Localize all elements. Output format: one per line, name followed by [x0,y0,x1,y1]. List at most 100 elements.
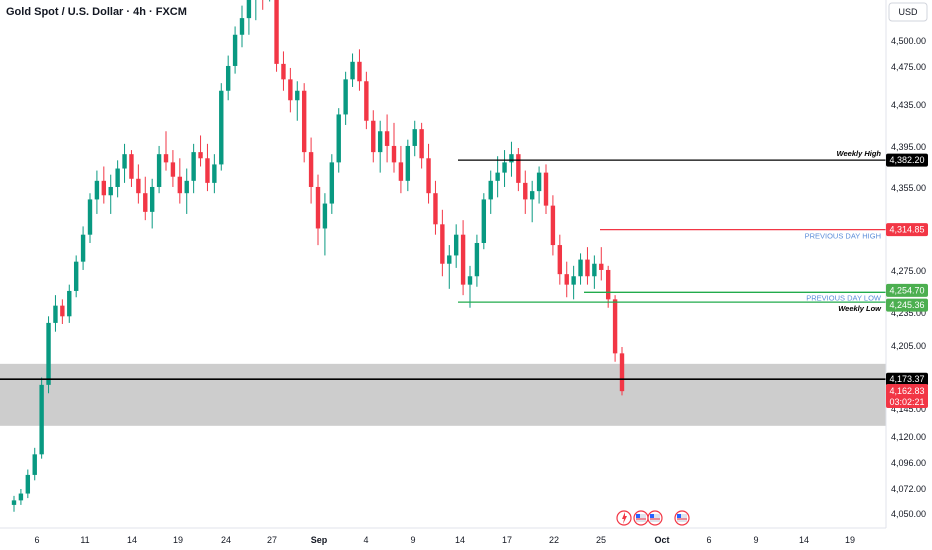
time-tick-label: 14 [127,535,137,545]
levels: Weekly High PREVIOUS DAY HIGH PREVIOUS DAY… [0,149,886,381]
candle-body [460,234,466,285]
price-tick-label: 4,355.00 [891,183,926,193]
candle-body [543,172,549,206]
candle-body [377,131,383,153]
candle-body [336,114,341,163]
candle-body [578,259,583,277]
candle-body [73,261,79,291]
weekly-high-badge [886,153,928,167]
time-tick-label: 6 [706,535,711,545]
price-tick-label: 4,205.00 [891,341,926,351]
candle-body [564,274,569,285]
candle-body [18,493,24,501]
candle-body [67,290,72,317]
candle-body [343,79,348,115]
candle-body [391,145,397,163]
price-tick-label: 4,050.00 [891,509,926,519]
time-tick-label: Oct [654,535,669,545]
candle-body [371,120,376,153]
candle-body [149,186,155,212]
candle-body [357,61,362,82]
candle-body [170,162,176,177]
candle-body [585,259,590,277]
candle-body [405,145,411,181]
candle-body [184,180,189,194]
candle-body [122,154,127,169]
candle-body [322,203,328,229]
candle-body [315,186,321,229]
candle-body [329,162,335,204]
time-tick-label: 19 [173,535,183,545]
candle-body [108,186,113,196]
candle-body [246,0,252,19]
candle-body [619,353,625,392]
candle-body [225,65,231,91]
candle-body [398,162,404,181]
candle-body [115,168,120,187]
time-tick-label: 24 [221,535,231,545]
price-axis[interactable]: 4,500.00 4,475.00 4,435.00 4,395.00 4,355.00… [891,36,926,519]
candle-body [495,172,500,181]
currency-box[interactable] [888,2,928,22]
previous-day-high-badge [886,223,928,237]
candle-body [274,0,279,64]
event-icons[interactable] [616,510,690,526]
candle-body [523,182,528,200]
flag-canton [636,514,640,518]
candle-body [163,154,169,163]
candle-body [295,90,300,101]
price-badges: 4,382.20 4,314.85 4,254.70 4,245.36 4,173.37… [886,153,928,408]
flag-bg [650,514,660,522]
price-tick-label: 4,145.00 [891,404,926,414]
candle-body [212,164,217,183]
candle-body [364,81,369,121]
time-tick-label: 6 [34,535,39,545]
previous-day-high-badge-label: 4,314.85 [889,225,924,235]
time-tick-label: 14 [799,535,809,545]
candle-body [39,384,44,455]
candle-body [198,152,203,159]
last-price-label: 4,162.83 [889,386,924,396]
candle-body [232,34,238,66]
candle-body [433,193,438,225]
candle-body [599,263,604,270]
price-tick-label: 4,120.00 [891,432,926,442]
price-tick-label: 4,435.00 [891,100,926,110]
candle-body [529,191,535,200]
candle-body [11,500,17,505]
candle-body [509,154,514,163]
candle-body [281,63,286,80]
candle-body [80,234,86,262]
weekly-high-badge-label: 4,382.20 [889,155,924,165]
flag-canton [650,514,654,518]
last-price-badge [886,384,928,408]
candle-body [101,180,107,196]
candles [11,0,625,512]
candle-body [60,305,65,317]
time-tick-label: 25 [596,535,606,545]
us-flag-event-icon-1[interactable] [633,510,649,526]
weekly-high-label: Weekly High [837,149,882,158]
candle-body [612,299,618,354]
candle-body [136,178,141,194]
previous-day-low-badge-label: 4,254.70 [889,285,924,295]
weekly-low-badge-label: 4,245.36 [889,300,924,310]
flag-bg [677,514,687,522]
time-tick-label: Sep [311,535,328,545]
candle-body [557,245,563,275]
candle-body [25,474,31,494]
us-flag-event-icon-3[interactable] [674,510,690,526]
price-tick-label: 4,475.00 [891,62,926,72]
candle-body [440,224,445,264]
time-axis[interactable]: 6 11 14 19 24 27 Sep 4 9 14 17 22 25 Oct 6 9 14 19 [34,535,855,545]
price-tick-label: 4,395.00 [891,142,926,152]
support-zone-rect [0,363,886,426]
chart-title: Gold Spot / U.S. Dollar · 4h · FXCM [6,6,187,18]
lightning-icon[interactable] [616,510,632,526]
candle-body [474,242,480,277]
time-tick-label: 11 [80,535,89,545]
time-tick-label: 17 [502,535,512,545]
us-flag-event-icon-2[interactable] [647,510,663,526]
candle-body [502,162,507,173]
